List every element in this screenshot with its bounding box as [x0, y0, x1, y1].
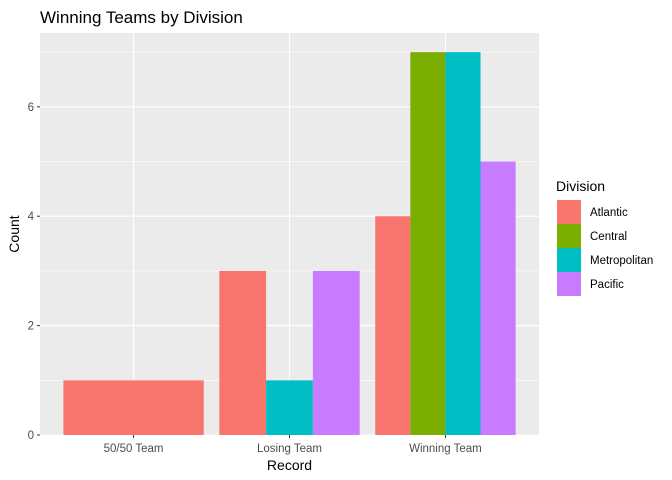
- x-axis-title: Record: [267, 457, 312, 473]
- legend-key-central: [557, 224, 581, 248]
- legend: Division Atlantic Central Metropolitan Paci…: [556, 178, 653, 296]
- x-tick-label: Losing Team: [257, 443, 322, 455]
- legend-label-pacific: Pacific: [590, 279, 624, 291]
- legend-label-atlantic: Atlantic: [590, 207, 628, 219]
- legend-label-central: Central: [590, 231, 627, 243]
- x-axis-ticks: 50/50 Team Losing Team Winning Team: [104, 435, 482, 455]
- legend-key-atlantic: [557, 200, 581, 224]
- bar-metropolitan-winning-team: [445, 52, 481, 436]
- legend-title: Division: [556, 178, 605, 194]
- bar-metropolitan-losing-team: [266, 380, 313, 435]
- bar-atlantic-winning-team: [375, 216, 411, 435]
- legend-key-metropolitan: [557, 248, 581, 272]
- bars: [63, 52, 516, 436]
- y-tick-label: 0: [28, 430, 34, 442]
- y-tick-label: 6: [28, 102, 34, 114]
- bar-atlantic-50-50-team: [63, 380, 204, 435]
- bar-atlantic-losing-team: [219, 270, 267, 435]
- y-tick-label: 2: [28, 321, 34, 333]
- legend-key-pacific: [557, 272, 581, 296]
- y-tick-label: 4: [28, 211, 35, 223]
- bar-central-winning-team: [410, 52, 446, 436]
- x-tick-label: 50/50 Team: [104, 443, 164, 455]
- chart-title: Winning Teams by Division: [40, 8, 243, 27]
- bar-pacific-winning-team: [480, 161, 516, 435]
- x-tick-label: Winning Team: [409, 443, 482, 455]
- legend-label-metropolitan: Metropolitan: [590, 255, 653, 267]
- y-axis-ticks: 0 2 4 6: [28, 102, 40, 442]
- bar-pacific-losing-team: [312, 270, 360, 435]
- y-axis-title: Count: [6, 215, 22, 252]
